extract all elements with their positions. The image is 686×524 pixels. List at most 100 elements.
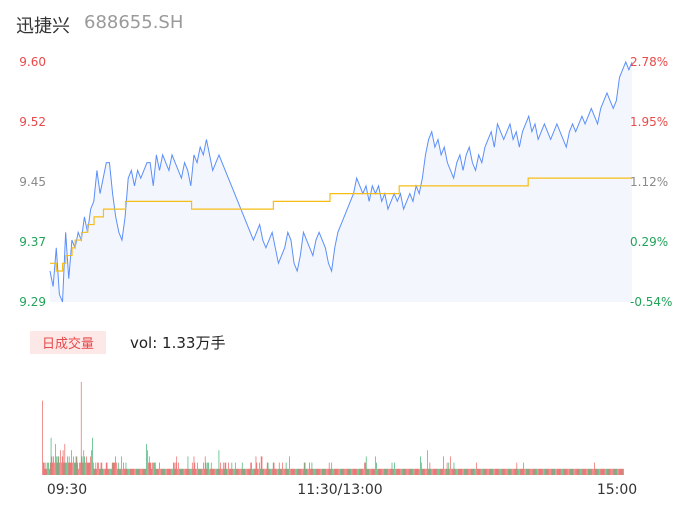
volume-bar [605,468,606,475]
volume-bar [477,468,479,475]
volume-bar [122,468,123,475]
volume-bar [159,462,160,475]
volume-bar [453,462,455,475]
volume-bar [510,468,512,475]
volume-bar [470,468,471,475]
volume-bar [295,468,296,475]
volume-bar [111,468,112,475]
volume-bar [220,462,221,475]
volume-bar [53,456,54,475]
volume-bar [432,468,433,475]
volume-bar [549,468,550,475]
volume-bar [597,468,599,475]
volume-bar [347,468,349,475]
volume-bar [84,456,85,475]
volume-bar [397,468,399,475]
volume-bar [286,468,288,475]
price-panel [49,60,633,303]
volume-bar [550,468,552,475]
volume-bar [569,468,570,475]
volume-bar [69,462,71,475]
volume-bar [394,462,395,475]
volume-bar [558,468,560,475]
volume-bar [386,468,388,475]
volume-bar [82,462,84,475]
volume-bar [594,468,596,475]
volume-bar [369,468,370,475]
volume-bar [292,468,294,475]
volume-bar [352,468,354,475]
volume-bar [275,468,277,475]
volume-bar [500,468,501,475]
volume-bar [455,468,456,475]
volume-bar [87,462,89,475]
volume-bar [56,462,58,475]
volume-bar [162,468,164,475]
volume-bar [85,462,86,475]
volume-bar [572,468,574,475]
volume-bar [168,468,170,475]
volume-bar [175,462,177,475]
volume-bar [279,468,281,475]
volume-bar [416,468,418,475]
volume-bar [495,468,496,475]
volume-bar [361,468,363,475]
volume-bar [61,456,63,475]
volume-bar [344,468,345,475]
volume-bar [43,462,45,475]
volume-bar [595,468,597,475]
volume-bar [192,468,194,475]
volume-bar [139,468,141,475]
volume-bar [399,468,401,475]
volume-bar [366,468,368,475]
volume-bar [533,468,535,475]
volume-bar [516,462,518,475]
volume-bar [227,468,228,475]
volume-bar [199,468,201,475]
volume-bar [613,468,615,475]
volume-bar [234,468,235,475]
volume-bar [200,468,202,475]
volume-bar [235,462,236,475]
volume-bar [553,468,555,475]
volume-bar [239,468,240,475]
volume-bar [435,468,437,475]
volume-bar [176,456,178,475]
volume-bar [155,468,157,475]
volume-bar [588,468,590,475]
volume-bar [80,462,81,475]
volume-bar [556,468,557,475]
volume-bar [115,456,116,475]
volume-bar [494,468,495,475]
volume-bar [222,468,223,475]
volume-bar [585,468,587,475]
volume-bar [204,468,205,475]
volume-bar [385,468,387,475]
volume-bar [414,468,416,475]
volume-bar [377,468,379,475]
volume-bar [367,468,369,475]
volume-bar [55,444,56,475]
volume-bar [476,468,478,475]
volume-bar [253,468,255,475]
volume-bar [277,468,278,475]
volume-bar [177,468,178,475]
volume-bar [90,456,91,475]
volume-bar [231,462,233,475]
volume-bar [142,468,144,475]
volume-bar [389,468,390,475]
volume-bar [203,462,204,475]
volume-bar [376,462,377,475]
volume-bar [497,468,499,475]
volume-bar [284,468,285,475]
volume-bar [208,462,209,475]
volume-bar [389,468,391,475]
volume-bar [127,468,128,475]
volume-bar [65,462,66,475]
volume-bar [390,468,392,475]
volume-bar [522,468,524,475]
volume-bar [365,456,367,475]
volume-bar [217,468,219,475]
volume-bar [119,468,121,475]
volume-bar [212,468,214,475]
